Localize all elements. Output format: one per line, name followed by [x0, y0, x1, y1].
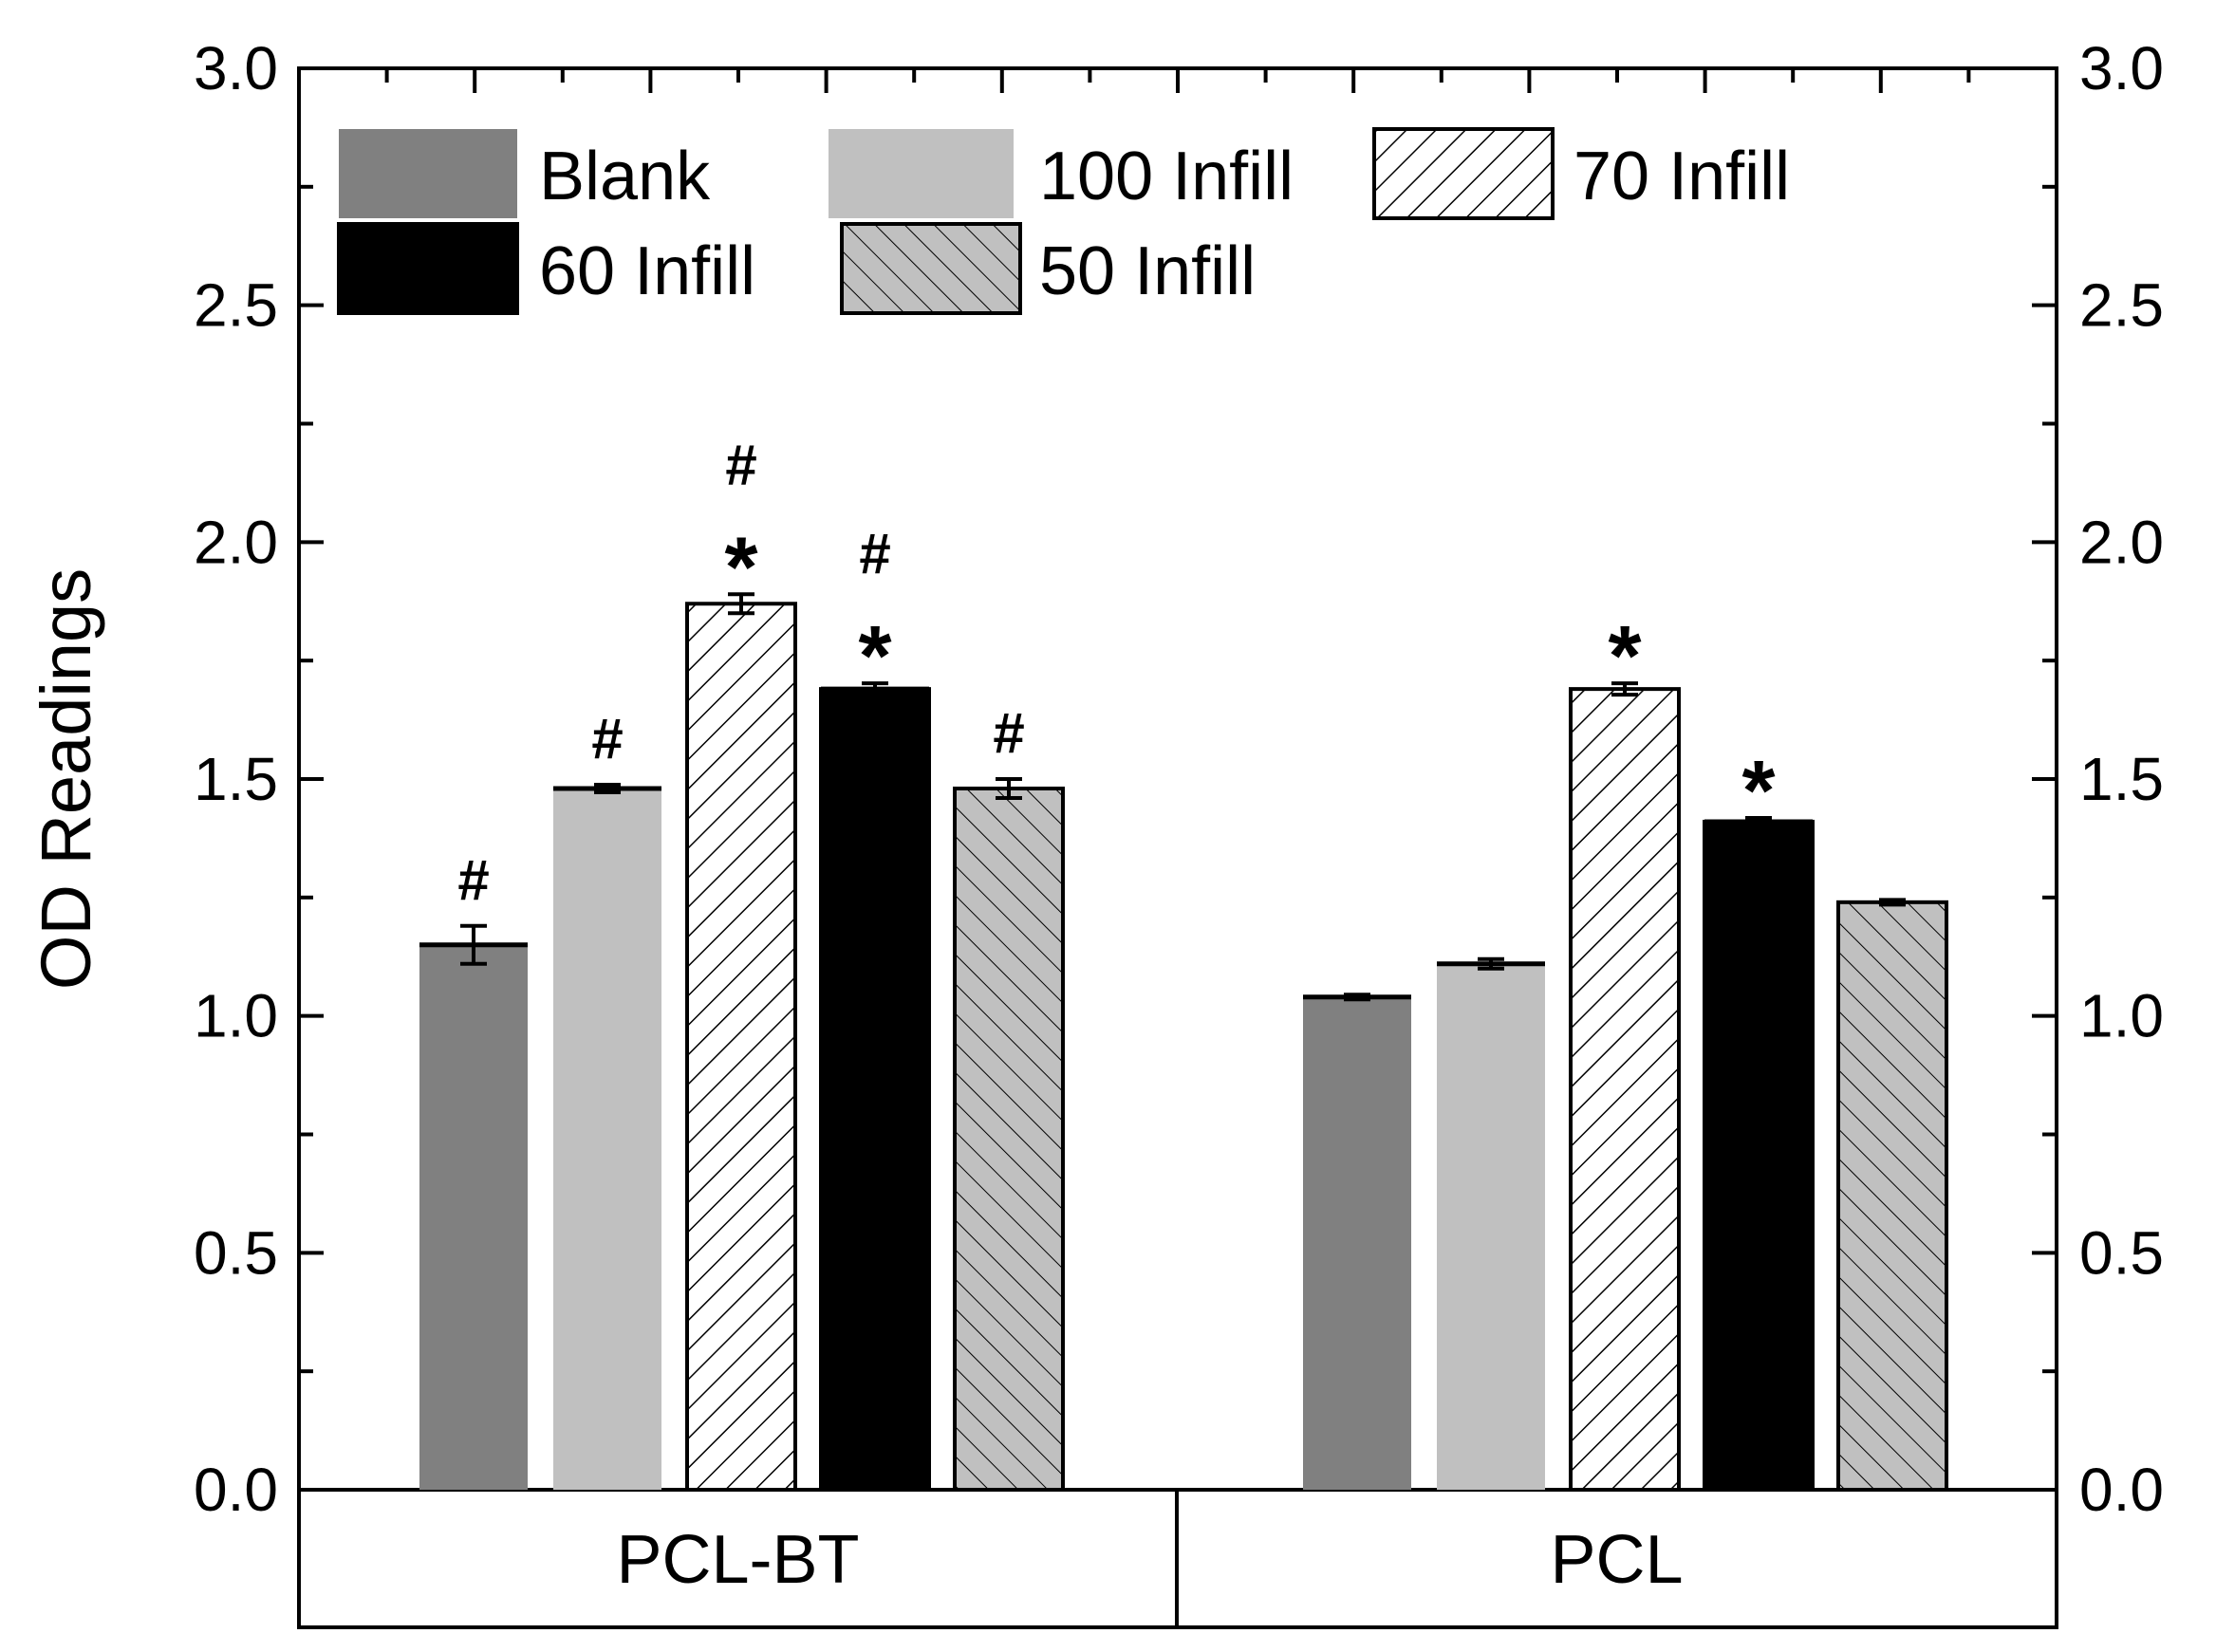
y-tick-label-right: 1.0	[2079, 982, 2164, 1050]
bar	[953, 786, 1065, 1492]
y-tick-label-right: 0.0	[2079, 1456, 2164, 1524]
y-tick-label-left: 0.0	[194, 1456, 278, 1524]
legend-label: Blank	[539, 139, 711, 214]
bar	[1836, 900, 1948, 1492]
bar	[419, 944, 528, 1490]
significance-hash: #	[725, 433, 756, 496]
legend-label: 50 Infill	[1039, 233, 1256, 309]
y-tick-label-right: 1.5	[2079, 745, 2164, 813]
bar	[1303, 996, 1411, 1490]
significance-hash: #	[591, 707, 623, 770]
y-tick-label-left: 0.5	[194, 1218, 278, 1287]
legend-swatch	[339, 129, 517, 218]
category-label: PCL-BT	[616, 1522, 859, 1598]
legend-label: 60 Infill	[539, 233, 755, 309]
y-tick-label-left: 2.0	[194, 508, 278, 576]
y-tick-label-right: 2.5	[2079, 271, 2164, 340]
significance-star: *	[858, 609, 891, 704]
y-tick-label-right: 3.0	[2079, 34, 2164, 102]
bar	[1569, 687, 1681, 1492]
legend-label: 70 Infill	[1574, 139, 1790, 214]
y-tick-label-left: 1.5	[194, 745, 278, 813]
category-label: PCL	[1550, 1522, 1683, 1598]
legend-swatch	[337, 222, 519, 315]
legend-swatch	[1372, 127, 1555, 220]
significance-star: *	[1608, 609, 1641, 704]
bar	[1703, 819, 1815, 1492]
y-tick-label-left: 3.0	[194, 34, 278, 102]
significance-star: *	[724, 520, 757, 615]
y-tick-label-right: 0.5	[2079, 1218, 2164, 1287]
significance-hash: #	[993, 701, 1024, 765]
y-tick-label-left: 1.0	[194, 982, 278, 1050]
legend-label: 100 Infill	[1039, 139, 1294, 214]
y-axis-label: OD Readings	[27, 568, 105, 990]
bar	[553, 788, 661, 1490]
bar	[819, 687, 931, 1492]
y-tick-label-left: 2.5	[194, 271, 278, 340]
legend-swatch	[840, 222, 1022, 315]
significance-star: *	[1741, 744, 1775, 839]
legend-swatch	[829, 129, 1014, 218]
bar	[685, 602, 797, 1492]
bar	[1437, 963, 1545, 1490]
significance-hash: #	[457, 848, 489, 912]
y-tick-label-right: 2.0	[2079, 508, 2164, 576]
significance-hash: #	[859, 522, 890, 585]
